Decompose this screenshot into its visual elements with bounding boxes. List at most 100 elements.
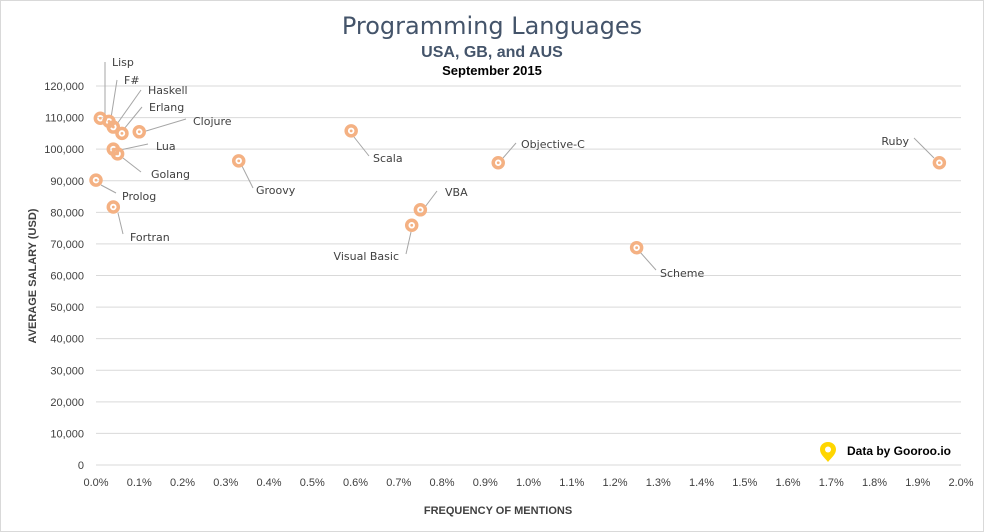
leader-lines bbox=[100, 62, 935, 271]
data-label: Scheme bbox=[660, 267, 704, 280]
leader-line bbox=[405, 231, 412, 255]
x-axis-title: FREQUENCY OF MENTIONS bbox=[424, 505, 572, 517]
leader-line bbox=[145, 118, 187, 132]
data-point-center bbox=[937, 161, 941, 165]
data-point bbox=[344, 124, 358, 138]
data-point-center bbox=[111, 205, 115, 209]
leader-line bbox=[241, 165, 254, 189]
x-tick-label: 0.1% bbox=[127, 477, 152, 489]
credit: Data by Gooroo.io bbox=[820, 442, 951, 462]
leader-line bbox=[119, 143, 149, 151]
data-label: Scala bbox=[373, 152, 403, 165]
leader-line bbox=[353, 136, 370, 157]
leader-line bbox=[639, 251, 657, 271]
data-point bbox=[629, 240, 644, 255]
data-label: Ruby bbox=[881, 135, 909, 148]
data-label: Groovy bbox=[256, 184, 296, 197]
data-point bbox=[89, 173, 103, 187]
credit-text: Data by Gooroo.io bbox=[847, 444, 951, 458]
data-point-center bbox=[120, 131, 124, 135]
data-point bbox=[932, 155, 947, 170]
data-label: Lisp bbox=[112, 56, 134, 69]
x-tick-label: 1.2% bbox=[602, 477, 627, 489]
x-tick-label: 1.5% bbox=[732, 477, 757, 489]
y-tick-label: 20,000 bbox=[50, 397, 84, 409]
data-points bbox=[89, 111, 947, 255]
y-tick-label: 70,000 bbox=[50, 239, 84, 251]
data-point-center bbox=[635, 246, 639, 250]
data-label: VBA bbox=[445, 186, 468, 199]
y-tick-label: 0 bbox=[78, 460, 84, 472]
data-labels: Lisp F# Haskell Erlang Clojure Lua Golang Prolo… bbox=[112, 56, 909, 280]
x-axis-ticks: 0.0% 0.1% 0.2% 0.3% 0.4% 0.5% 0.6% 0.7% 0.8% 0.9%… bbox=[83, 477, 973, 489]
data-point-center bbox=[237, 159, 241, 163]
x-tick-label: 1.8% bbox=[862, 477, 887, 489]
data-label: Prolog bbox=[122, 190, 156, 203]
data-point-center bbox=[116, 152, 120, 156]
y-tick-label: 60,000 bbox=[50, 271, 84, 283]
x-tick-label: 1.9% bbox=[905, 477, 930, 489]
data-point-center bbox=[137, 130, 141, 134]
data-point bbox=[115, 126, 129, 141]
data-point-center bbox=[94, 178, 98, 182]
data-label: F# bbox=[124, 74, 140, 87]
data-point-center bbox=[98, 116, 102, 120]
leader-line bbox=[117, 212, 124, 235]
data-point-center bbox=[410, 223, 414, 227]
x-tick-label: 0.0% bbox=[83, 477, 108, 489]
chart-date: September 2015 bbox=[442, 63, 542, 78]
data-point bbox=[404, 218, 419, 233]
x-tick-label: 0.2% bbox=[170, 477, 195, 489]
x-tick-label: 1.1% bbox=[559, 477, 584, 489]
leader-line bbox=[110, 79, 118, 119]
data-point-center bbox=[111, 125, 115, 129]
x-tick-label: 1.0% bbox=[516, 477, 541, 489]
y-tick-label: 30,000 bbox=[50, 365, 84, 377]
x-tick-label: 0.8% bbox=[429, 477, 454, 489]
data-label: Objective-C bbox=[521, 138, 585, 151]
data-label: Lua bbox=[156, 140, 176, 153]
data-point bbox=[231, 154, 246, 168]
data-point bbox=[132, 125, 146, 139]
x-tick-label: 2.0% bbox=[948, 477, 973, 489]
data-label: Haskell bbox=[148, 84, 188, 97]
data-label: Golang bbox=[151, 168, 190, 181]
data-point bbox=[110, 147, 125, 161]
x-tick-label: 1.3% bbox=[646, 477, 671, 489]
x-tick-label: 0.7% bbox=[386, 477, 411, 489]
data-point-center bbox=[496, 161, 500, 165]
y-tick-label: 40,000 bbox=[50, 334, 84, 346]
gridlines bbox=[96, 85, 961, 466]
data-point bbox=[413, 203, 428, 217]
x-tick-label: 0.3% bbox=[213, 477, 238, 489]
data-point-center bbox=[349, 129, 353, 133]
leader-line bbox=[502, 142, 517, 159]
data-label: Clojure bbox=[193, 115, 232, 128]
y-tick-label: 120,000 bbox=[44, 81, 84, 93]
data-label: Fortran bbox=[130, 231, 170, 244]
y-tick-label: 10,000 bbox=[50, 428, 84, 440]
y-tick-label: 80,000 bbox=[50, 207, 84, 219]
chart-title: Programming Languages bbox=[342, 12, 642, 40]
leader-line bbox=[424, 190, 438, 208]
y-tick-label: 90,000 bbox=[50, 176, 84, 188]
x-tick-label: 0.4% bbox=[256, 477, 281, 489]
y-tick-label: 110,000 bbox=[45, 113, 84, 125]
chart-subtitle: USA, GB, and AUS bbox=[421, 44, 563, 61]
leader-line bbox=[913, 137, 935, 159]
data-point-center bbox=[418, 208, 422, 212]
leader-line bbox=[116, 89, 142, 125]
y-tick-label: 50,000 bbox=[50, 302, 84, 314]
location-pin-icon bbox=[820, 442, 836, 462]
leader-line bbox=[122, 157, 142, 173]
x-tick-label: 1.4% bbox=[689, 477, 714, 489]
x-tick-label: 1.6% bbox=[775, 477, 800, 489]
x-tick-label: 0.5% bbox=[300, 477, 325, 489]
data-point bbox=[491, 155, 505, 170]
data-label: Visual Basic bbox=[334, 250, 399, 263]
x-tick-label: 0.9% bbox=[473, 477, 498, 489]
y-axis-ticks: 0 10,000 20,000 30,000 40,000 50,000 60,000 70,… bbox=[44, 81, 84, 472]
leader-line bbox=[123, 106, 143, 130]
